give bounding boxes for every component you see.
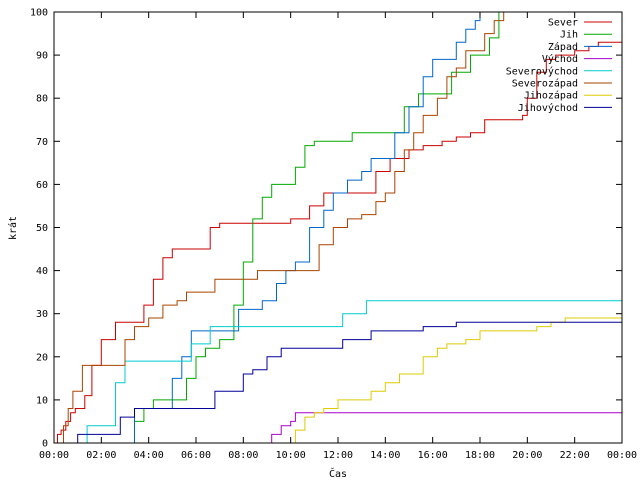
y-tick-label: 80 <box>36 94 48 105</box>
y-tick-label: 10 <box>36 395 48 406</box>
series-line-8 <box>54 321 622 444</box>
y-tick-label: 40 <box>36 266 48 277</box>
legend-label: Jih <box>560 30 578 41</box>
y-tick-label: 90 <box>36 51 48 62</box>
series-line-5 <box>54 300 622 444</box>
x-tick-label: 12:00 <box>323 450 353 461</box>
legend-label: Severozápad <box>512 78 578 90</box>
x-tick-label: 22:00 <box>560 450 590 461</box>
y-tick-label: 70 <box>36 137 48 148</box>
legend-label: Západ <box>548 41 578 53</box>
legend-label: Sever <box>548 18 578 29</box>
series-line-2 <box>54 11 622 444</box>
x-axis-label: Čas <box>329 467 347 480</box>
x-tick-label: 16:00 <box>418 450 448 461</box>
y-tick-label: 20 <box>36 352 48 363</box>
legend: SeverJihZápadVýchodSeverovýchodSeverozáp… <box>506 18 612 114</box>
legend-label: Východ <box>542 53 578 65</box>
x-tick-label: 18:00 <box>465 450 495 461</box>
y-tick-label: 60 <box>36 180 48 191</box>
series-line-7 <box>54 317 622 444</box>
x-tick-label: 02:00 <box>86 450 116 461</box>
x-tick-label: 04:00 <box>134 450 164 461</box>
x-tick-label: 00:00 <box>607 450 637 461</box>
x-tick-label: 20:00 <box>512 450 542 461</box>
legend-label: Jihozápad <box>524 90 578 102</box>
legend-label: Jihovýchod <box>518 102 578 114</box>
y-tick-label: 30 <box>36 309 48 320</box>
legend-label: Severovýchod <box>506 65 578 77</box>
y-tick-label: 100 <box>30 8 48 19</box>
series-layer <box>54 11 622 444</box>
axis-layer: 0 10 20 30 40 50 60 70 80 90 100 00:00 02:00 04:00 06:… <box>30 8 637 462</box>
series-line-3 <box>54 11 622 444</box>
x-tick-label: 00:00 <box>39 450 69 461</box>
series-line-6 <box>54 11 622 444</box>
x-tick-label: 08:00 <box>228 450 258 461</box>
y-tick-label: 0 <box>42 439 48 450</box>
x-tick-label: 06:00 <box>181 450 211 461</box>
y-tick-label: 50 <box>36 223 48 234</box>
x-tick-label: 10:00 <box>276 450 306 461</box>
y-axis-label: krát <box>7 216 19 240</box>
series-line-1 <box>54 41 622 444</box>
x-tick-label: 14:00 <box>370 450 400 461</box>
